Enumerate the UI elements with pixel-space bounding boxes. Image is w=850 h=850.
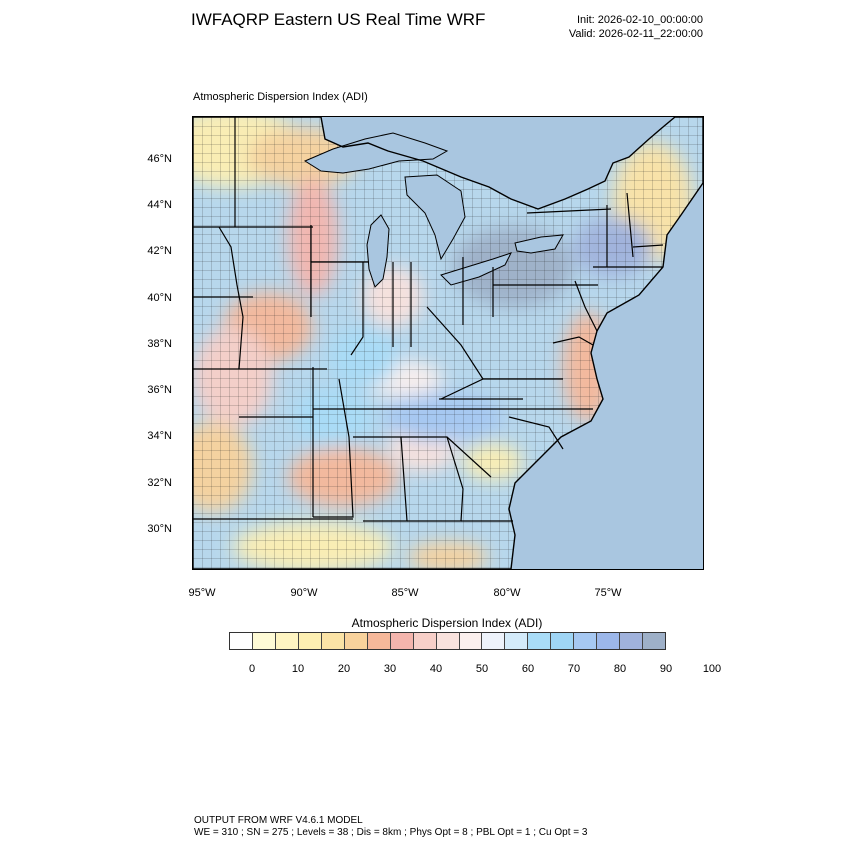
colorbar-swatch	[505, 633, 529, 649]
model-footer: OUTPUT FROM WRF V4.6.1 MODEL WE = 310 ; …	[194, 815, 587, 839]
colorbar-swatch	[528, 633, 552, 649]
lake-huron	[404, 174, 466, 261]
great-lakes	[303, 132, 564, 288]
colorbar-swatch	[574, 633, 598, 649]
colorbar-label: 60	[521, 663, 535, 675]
colorbar-swatch	[367, 633, 391, 649]
lat-tick-38n: 38°N	[147, 338, 172, 350]
model-config: WE = 310 ; SN = 275 ; Levels = 38 ; Dis …	[194, 827, 588, 838]
lat-tick-46n: 46°N	[147, 153, 172, 165]
lon-tick-95w: 95°W	[188, 587, 216, 599]
adi-map	[192, 116, 704, 570]
colorbar-swatch	[620, 633, 644, 649]
lake-ontario	[514, 234, 564, 254]
colorbar	[229, 632, 666, 650]
colorbar-label: 80	[613, 663, 627, 675]
colorbar-label: 20	[337, 663, 351, 675]
colorbar-label: 40	[429, 663, 443, 675]
map-subtitle: Atmospheric Dispersion Index (ADI)	[193, 91, 368, 103]
lon-tick-90w: 90°W	[290, 587, 318, 599]
colorbar-swatch	[436, 633, 460, 649]
lat-tick-34n: 34°N	[147, 430, 172, 442]
lat-tick-40n: 40°N	[147, 292, 172, 304]
plot-title: IWFAQRP Eastern US Real Time WRF	[191, 10, 486, 29]
map-canvas	[193, 117, 703, 569]
colorbar-swatch	[298, 633, 322, 649]
lake-superior	[303, 132, 449, 174]
colorbar-label: 30	[383, 663, 397, 675]
lat-tick-32n: 32°N	[147, 477, 172, 489]
lake-erie	[440, 252, 512, 286]
colorbar-swatch	[459, 633, 483, 649]
colorbar-swatch	[252, 633, 276, 649]
colorbar-swatch	[230, 633, 253, 649]
colorbar-label: 100	[702, 663, 722, 675]
lat-tick-30n: 30°N	[147, 523, 172, 535]
colorbar-label: 10	[291, 663, 305, 675]
model-version: OUTPUT FROM WRF V4.6.1 MODEL	[194, 815, 363, 826]
lon-tick-80w: 80°W	[493, 587, 521, 599]
colorbar-swatch	[344, 633, 368, 649]
colorbar-swatch	[321, 633, 345, 649]
lon-tick-85w: 85°W	[391, 587, 419, 599]
colorbar-swatch	[551, 633, 575, 649]
colorbar-swatch	[413, 633, 437, 649]
state-boundaries	[193, 117, 664, 522]
colorbar-title: Atmospheric Dispersion Index (ADI)	[351, 616, 543, 630]
colorbar-swatch	[482, 633, 506, 649]
lat-tick-44n: 44°N	[147, 199, 172, 211]
colorbar-swatch	[597, 633, 621, 649]
colorbar-swatch	[643, 633, 666, 649]
valid-time: Valid: 2026-02-11_22:00:00	[568, 28, 703, 40]
lon-tick-75w: 75°W	[594, 587, 622, 599]
lat-tick-36n: 36°N	[147, 384, 172, 396]
colorbar-label: 90	[659, 663, 673, 675]
init-time: Init: 2026-02-10_00:00:00	[577, 14, 703, 26]
lake-michigan	[366, 214, 390, 288]
colorbar-swatch	[390, 633, 414, 649]
colorbar-label: 70	[567, 663, 581, 675]
colorbar-label: 0	[248, 663, 256, 675]
run-time-info: Init: 2026-02-10_00:00:00 Valid: 2026-02…	[569, 13, 703, 41]
colorbar-label: 50	[475, 663, 489, 675]
lat-tick-42n: 42°N	[147, 245, 172, 257]
colorbar-swatch	[275, 633, 299, 649]
